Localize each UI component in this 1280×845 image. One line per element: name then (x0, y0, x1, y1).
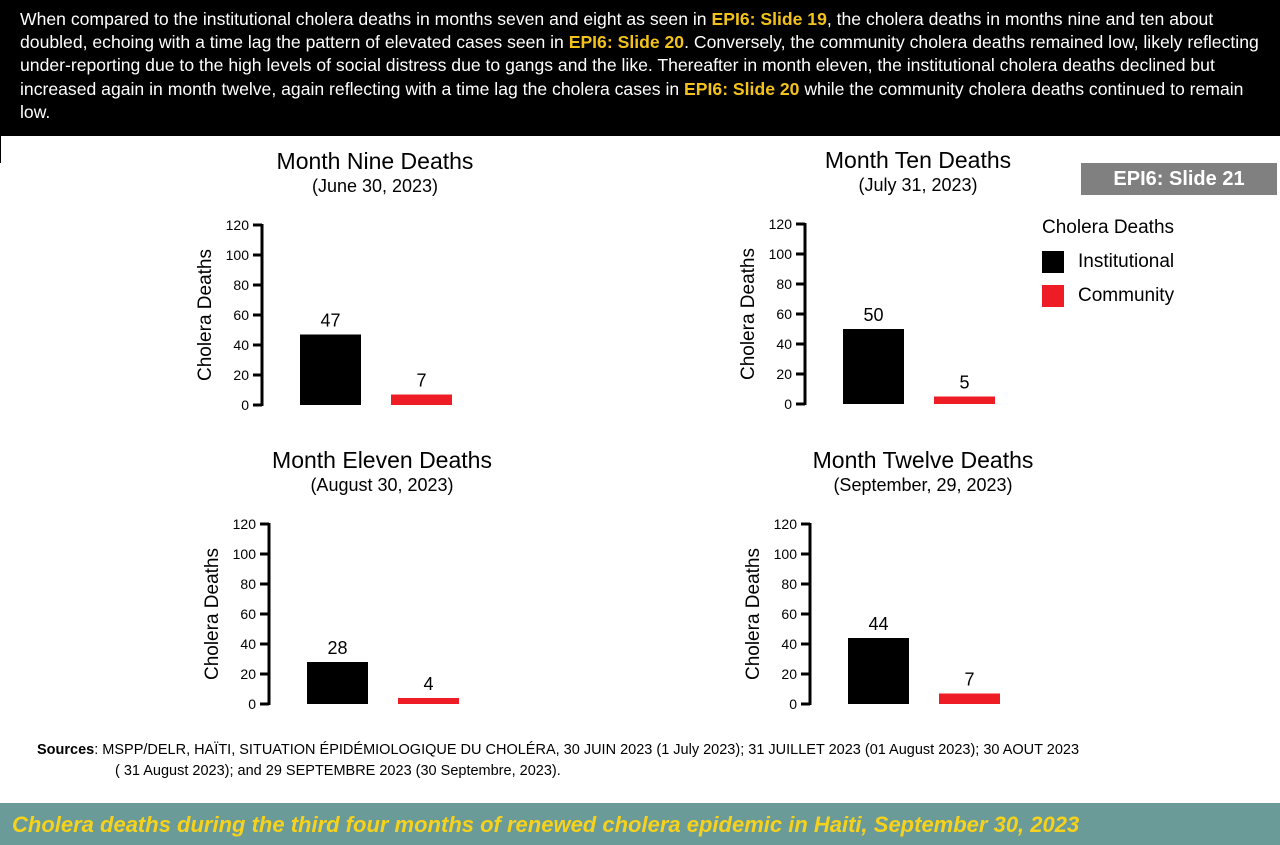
chart-month-twelve: Month Twelve Deaths (September, 29, 2023… (713, 446, 1133, 736)
y-tick-label: 0 (784, 396, 792, 412)
chart-plot: 0 20 40 60 80 100 120 Cholera Deaths 28 4 (202, 516, 459, 712)
chart-title: Month Twelve Deaths (812, 447, 1034, 473)
chart-month-nine: Month Nine Deaths (June 30, 2023) 0 20 40 6… (165, 147, 585, 437)
y-tick-label: 40 (233, 337, 249, 353)
chart-subtitle: (June 30, 2023) (311, 176, 439, 196)
banner-text: . Conversely, the community cholera deat… (20, 32, 1259, 99)
banner-text: while the community cholera deaths conti… (20, 78, 1244, 122)
y-tick-label: 60 (776, 306, 792, 322)
data-label-institutional: 47 (320, 311, 340, 331)
sources-note: Sources: MSPP/DELR, HAÏTI, SITUATION ÉPI… (37, 740, 1252, 782)
bar-community (934, 396, 995, 404)
chart-plot: 0 20 40 60 80 100 120 Cholera Deaths 44 7 (743, 516, 1000, 712)
legend-label-institutional: Institutional (1078, 251, 1175, 272)
chart-month-eleven: Month Eleven Deaths (August 30, 2023) 0 2… (172, 446, 592, 736)
chart-title: Month Eleven Deaths (272, 447, 492, 473)
bar-community (398, 698, 459, 704)
y-tick-label: 20 (776, 366, 792, 382)
y-tick-label: 100 (226, 247, 250, 263)
chart-month-ten: Month Ten Deaths (July 31, 2023) 0 20 40 60… (708, 146, 1128, 436)
bar-institutional (848, 638, 909, 704)
y-tick-label: 80 (781, 576, 797, 592)
y-tick-label: 120 (769, 216, 793, 232)
chart-subtitle: (September, 29, 2023) (833, 475, 1013, 495)
data-label-institutional: 44 (868, 614, 888, 634)
y-tick-label: 0 (789, 696, 797, 712)
footer-title: Cholera deaths during the third four mon… (0, 803, 1280, 845)
chart-plot: 0 20 40 60 80 100 120 Cholera Deaths 47 7 (195, 217, 452, 413)
y-tick-label: 120 (774, 516, 798, 532)
summary-banner: When compared to the institutional chole… (0, 0, 1280, 136)
legend-item-institutional: Institutional (1042, 250, 1262, 274)
legend-swatch-community (1042, 285, 1064, 307)
bar-institutional (843, 329, 904, 404)
y-tick-label: 100 (233, 546, 257, 562)
sources-text-1: : MSPP/DELR, HAÏTI, SITUATION ÉPIDÉMIOLO… (94, 742, 1080, 758)
chart-title: Month Ten Deaths (824, 147, 1012, 173)
y-tick-label: 40 (781, 636, 797, 652)
bar-institutional (307, 662, 368, 704)
y-tick-label: 40 (240, 636, 256, 652)
y-axis-title: Cholera Deaths (202, 548, 223, 680)
data-label-institutional: 50 (863, 305, 883, 325)
slide-reference: EPI6: Slide 20 (568, 32, 685, 53)
data-label-community: 4 (423, 674, 433, 694)
y-tick-label: 40 (776, 336, 792, 352)
y-tick-label: 80 (240, 576, 256, 592)
y-tick-label: 100 (774, 546, 798, 562)
data-label-community: 7 (964, 670, 974, 690)
legend-title: Cholera Deaths (1042, 217, 1175, 238)
bar-community (391, 394, 452, 405)
sources-line-1: Sources: MSPP/DELR, HAÏTI, SITUATION ÉPI… (37, 740, 1252, 761)
legend-item-community: Community (1042, 284, 1262, 308)
slide-reference: EPI6: Slide 19 (711, 9, 827, 29)
bar-community (939, 693, 1000, 704)
y-axis-title: Cholera Deaths (195, 249, 216, 381)
y-tick-label: 60 (240, 606, 256, 622)
data-label-institutional: 28 (327, 638, 347, 658)
y-tick-label: 20 (233, 367, 249, 383)
slide-reference: EPI6: Slide 20 (684, 78, 800, 99)
y-axis-title: Cholera Deaths (743, 548, 764, 680)
sources-text-2: ( 31 August 2023); and 29 SEPTEMBRE 2023… (115, 763, 561, 779)
y-tick-label: 80 (776, 276, 792, 292)
y-tick-label: 120 (226, 217, 250, 233)
chart-subtitle: (July 31, 2023) (858, 175, 978, 195)
legend-label-community: Community (1078, 285, 1175, 306)
banner-text: , the cholera deaths in months nine and … (20, 9, 1214, 53)
y-tick-label: 100 (769, 246, 793, 262)
y-tick-label: 120 (233, 516, 257, 532)
slide-badge: EPI6: Slide 21 (1081, 163, 1277, 195)
data-label-community: 7 (416, 371, 426, 391)
y-tick-label: 20 (781, 666, 797, 682)
y-tick-label: 60 (781, 606, 797, 622)
y-tick-label: 0 (241, 397, 249, 413)
chart-plot: 0 20 40 60 80 100 120 Cholera Deaths 50 5 (738, 216, 995, 412)
divider (0, 136, 1, 163)
y-tick-label: 60 (233, 307, 249, 323)
chart-subtitle: (August 30, 2023) (310, 475, 454, 495)
y-tick-label: 0 (248, 696, 256, 712)
data-label-community: 5 (959, 373, 969, 393)
legend-swatch-institutional (1042, 251, 1064, 273)
banner-text: When compared to the institutional chole… (20, 9, 712, 29)
y-tick-label: 80 (233, 277, 249, 293)
chart-legend: Cholera Deaths Institutional Community (1042, 216, 1262, 308)
sources-label: Sources (37, 742, 95, 758)
y-tick-label: 20 (240, 666, 256, 682)
y-axis-title: Cholera Deaths (738, 248, 759, 380)
chart-title: Month Nine Deaths (276, 148, 474, 174)
bar-institutional (300, 334, 361, 405)
